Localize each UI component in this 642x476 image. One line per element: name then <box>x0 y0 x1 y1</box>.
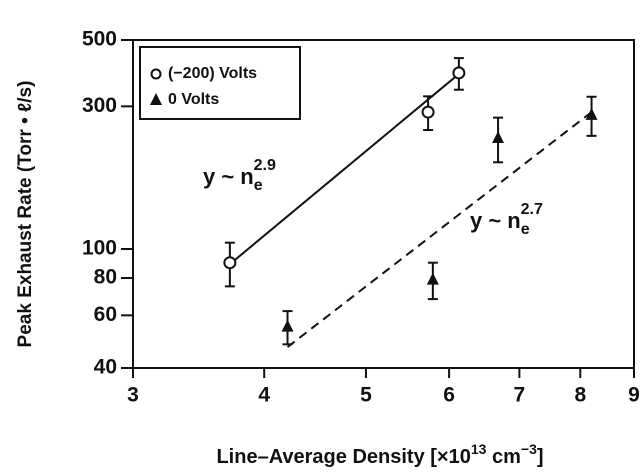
data-point <box>585 107 598 120</box>
y-tick-label: 100 <box>82 237 117 260</box>
annotation-sup: 2.7 <box>521 201 543 218</box>
plot-frame <box>132 39 635 369</box>
fit-line <box>229 73 460 265</box>
annotation-sub: e <box>254 177 263 194</box>
legend-label: (−200) Volts <box>168 65 257 82</box>
legend-label: 0 Volts <box>168 91 219 108</box>
x-axis-label-sup: −3 <box>521 441 537 457</box>
data-point <box>421 105 435 119</box>
y-tick-label: 300 <box>82 94 117 117</box>
x-axis-label-sup: 13 <box>471 441 487 457</box>
y-axis-label: Peak Exhaust Rate (Torr • ℓ/s) <box>15 81 36 348</box>
data-point <box>452 66 466 80</box>
x-tick-label: 3 <box>127 384 139 407</box>
data-point <box>223 256 237 270</box>
x-tick-label: 8 <box>574 384 586 407</box>
annotation-sup: 2.9 <box>254 157 276 174</box>
legend-marker <box>150 93 162 105</box>
x-axis-label-part: cm <box>486 446 520 468</box>
data-point <box>426 272 439 285</box>
x-axis-label: Line–Average Density [×1013 cm−3] <box>216 441 543 469</box>
x-tick-label: 6 <box>443 384 455 407</box>
x-tick-label: 9 <box>628 384 640 407</box>
annotation: y ~ ne 2.9 <box>203 157 276 194</box>
y-tick-label: 60 <box>94 303 117 326</box>
legend-box <box>139 46 301 120</box>
annotation-text: y ~ n <box>203 164 254 189</box>
x-tick-label: 7 <box>514 384 526 407</box>
data-point <box>281 319 294 332</box>
y-tick-label: 80 <box>94 266 117 289</box>
y-tick-label: 500 <box>82 28 117 51</box>
fit-line <box>286 111 593 348</box>
x-axis-label-part: ] <box>537 446 544 468</box>
data-point <box>492 131 505 144</box>
x-tick-label: 4 <box>258 384 270 407</box>
annotation-sub: e <box>521 221 530 238</box>
legend-marker <box>150 68 162 80</box>
x-axis-label-part: Line–Average Density [×10 <box>216 446 470 468</box>
y-tick-label: 40 <box>94 356 117 379</box>
x-tick-label: 5 <box>360 384 372 407</box>
annotation: y ~ ne 2.7 <box>470 201 543 238</box>
annotation-text: y ~ n <box>470 208 521 233</box>
